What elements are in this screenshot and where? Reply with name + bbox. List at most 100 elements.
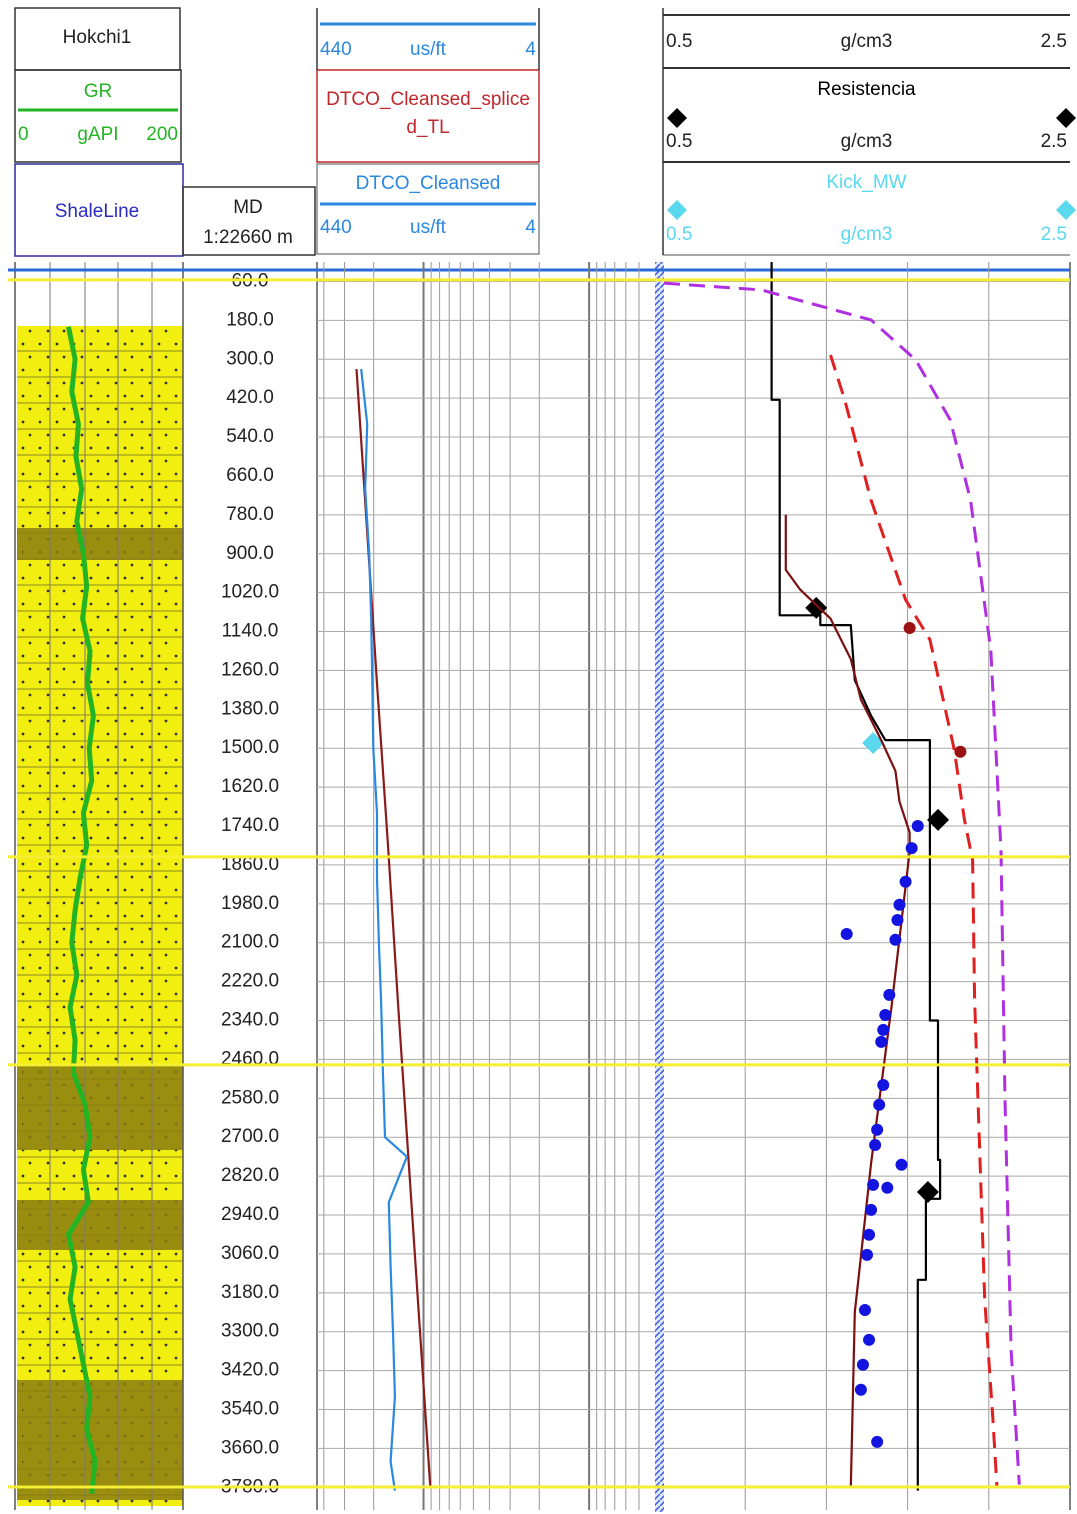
depth-tick-label: 2220.0 bbox=[221, 971, 279, 992]
depth-tick-label: 1620.0 bbox=[221, 776, 279, 797]
depth-tick-label: 2100.0 bbox=[221, 932, 279, 953]
depth-label: MD bbox=[233, 197, 263, 218]
dot-marker bbox=[877, 1023, 890, 1036]
scale-label: 1:22660 m bbox=[203, 227, 293, 248]
dot-marker bbox=[840, 927, 853, 940]
scale-max: 2.5 bbox=[1041, 224, 1067, 245]
scale-max: 2.5 bbox=[1041, 31, 1067, 52]
depth-tick-label: 540.0 bbox=[226, 426, 274, 447]
scale-min: 0.5 bbox=[666, 31, 692, 52]
track-borders bbox=[14, 262, 1071, 1510]
dot-marker bbox=[875, 1035, 888, 1048]
dot-marker bbox=[863, 1333, 876, 1346]
depth-tick-label: 3660.0 bbox=[221, 1437, 279, 1458]
series-name-box: DTCO_Cleansed_spliced_TL bbox=[326, 89, 530, 138]
dot-marker bbox=[903, 621, 916, 634]
dot-marker bbox=[911, 820, 924, 833]
dot-marker bbox=[877, 1079, 890, 1092]
grid bbox=[317, 262, 1070, 1510]
track-separator bbox=[655, 262, 664, 1512]
depth-tick-label: 660.0 bbox=[226, 465, 274, 486]
depth-tick-label: 1740.0 bbox=[221, 815, 279, 836]
dot-marker bbox=[856, 1358, 869, 1371]
dot-marker bbox=[858, 1303, 871, 1316]
series-name: DTCO_Cleansed bbox=[356, 173, 501, 194]
diamond-marker bbox=[927, 808, 950, 831]
scale-unit: g/cm3 bbox=[841, 31, 893, 52]
scale-min: 0.5 bbox=[666, 131, 692, 152]
depth-tick-label: 1140.0 bbox=[222, 621, 279, 642]
depth-tick-label: 420.0 bbox=[226, 387, 274, 408]
curve bbox=[360, 368, 408, 1491]
legend-marker bbox=[667, 200, 687, 220]
dot-marker bbox=[871, 1435, 884, 1448]
depth-tick-label: 3300.0 bbox=[221, 1321, 279, 1342]
dot-marker bbox=[895, 1158, 908, 1171]
dot-marker bbox=[869, 1139, 882, 1152]
depth-tick-label: 3060.0 bbox=[221, 1243, 279, 1264]
depth-tick-label: 1380.0 bbox=[221, 698, 279, 719]
well-name: Hokchi1 bbox=[63, 27, 132, 48]
depth-tick-label: 3180.0 bbox=[221, 1282, 279, 1303]
gr-grid bbox=[49, 262, 153, 1510]
dot-marker bbox=[899, 875, 912, 888]
shale-bands bbox=[17, 528, 183, 1500]
diamond-marker bbox=[862, 732, 885, 755]
dot-marker bbox=[889, 933, 902, 946]
scale-max: 4 bbox=[525, 39, 536, 60]
dot-marker bbox=[873, 1098, 886, 1111]
scale-unit: us/ft bbox=[410, 39, 447, 60]
lithology-name: ShaleLine bbox=[55, 201, 140, 222]
dot-marker bbox=[865, 1203, 878, 1216]
dot-marker bbox=[854, 1383, 867, 1396]
depth-tick-label: 2940.0 bbox=[221, 1204, 279, 1225]
legend-marker bbox=[1056, 108, 1076, 128]
depth-tick-label: 1860.0 bbox=[221, 854, 279, 875]
curve bbox=[663, 281, 1021, 1485]
dot-marker bbox=[893, 898, 906, 911]
dot-marker bbox=[905, 842, 918, 855]
depth-tick-label: 1980.0 bbox=[221, 893, 279, 914]
dot-marker bbox=[891, 914, 904, 927]
depth-tick-label: 780.0 bbox=[226, 504, 274, 525]
scale-unit: us/ft bbox=[410, 217, 447, 238]
curve bbox=[66, 326, 98, 1495]
diamond-marker bbox=[916, 1181, 939, 1204]
scale-min: 0 bbox=[18, 124, 29, 145]
depth-tick-label: 2700.0 bbox=[221, 1126, 279, 1147]
series-name: Kick_MW bbox=[826, 172, 906, 193]
scale-min: 440 bbox=[320, 217, 352, 238]
dot-marker bbox=[881, 1181, 894, 1194]
depth-tick-label: 3420.0 bbox=[221, 1360, 279, 1381]
scale-min: 0.5 bbox=[666, 224, 692, 245]
header-frames bbox=[14, 7, 1070, 257]
series-name: DTCO_Cleansed_spliced_TL bbox=[326, 89, 530, 138]
depth-tick-label: 1260.0 bbox=[221, 659, 279, 680]
scale-unit: g/cm3 bbox=[841, 131, 893, 152]
scale-min: 440 bbox=[320, 39, 352, 60]
scale-max: 200 bbox=[146, 124, 178, 145]
depth-tick-label: 2820.0 bbox=[221, 1165, 279, 1186]
lithology-fill bbox=[17, 326, 183, 1506]
depth-tick-label: 900.0 bbox=[226, 543, 274, 564]
legend-marker bbox=[667, 108, 687, 128]
diamond-marker bbox=[805, 596, 828, 619]
dot-marker bbox=[871, 1123, 884, 1136]
depth-tick-label: 1020.0 bbox=[221, 582, 279, 603]
dot-marker bbox=[883, 988, 896, 1001]
curve bbox=[829, 354, 999, 1486]
dot-marker bbox=[879, 1009, 892, 1022]
scale-unit: g/cm3 bbox=[841, 224, 893, 245]
dot-marker bbox=[861, 1248, 873, 1261]
depth-tick-label: 2580.0 bbox=[221, 1087, 279, 1108]
depth-tick-label: 300.0 bbox=[226, 348, 274, 369]
depth-tick-label: 180.0 bbox=[226, 309, 274, 330]
scale-max: 4 bbox=[525, 217, 536, 238]
series-name: Resistencia bbox=[817, 79, 916, 100]
legend-marker bbox=[1056, 200, 1076, 220]
depth-tick-label: 2340.0 bbox=[221, 1010, 279, 1031]
curve bbox=[784, 514, 911, 1488]
depth-tick-label: 1500.0 bbox=[221, 737, 279, 758]
